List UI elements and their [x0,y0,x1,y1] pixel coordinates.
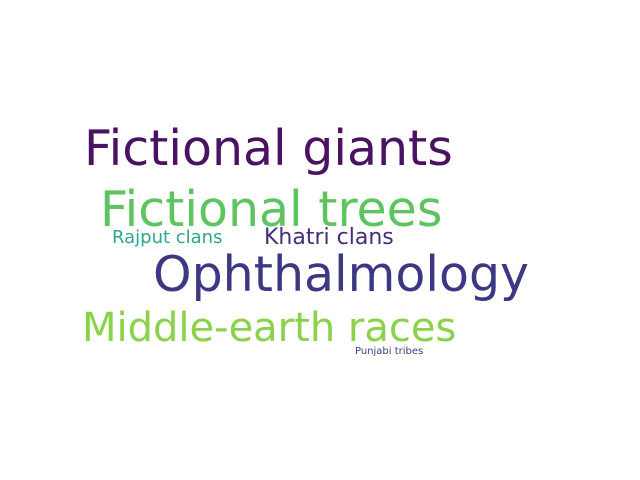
word-fictional-giants: Fictional giants [84,120,453,177]
word-ophthalmology: Ophthalmology [153,246,530,303]
word-middle-earth-races: Middle-earth races [82,305,457,351]
word-rajput-clans: Rajput clans [112,227,223,248]
word-khatri-clans: Khatri clans [264,225,394,250]
word-fictional-trees: Fictional trees [100,181,443,238]
word-punjabi-tribes: Punjabi tribes [355,346,424,357]
